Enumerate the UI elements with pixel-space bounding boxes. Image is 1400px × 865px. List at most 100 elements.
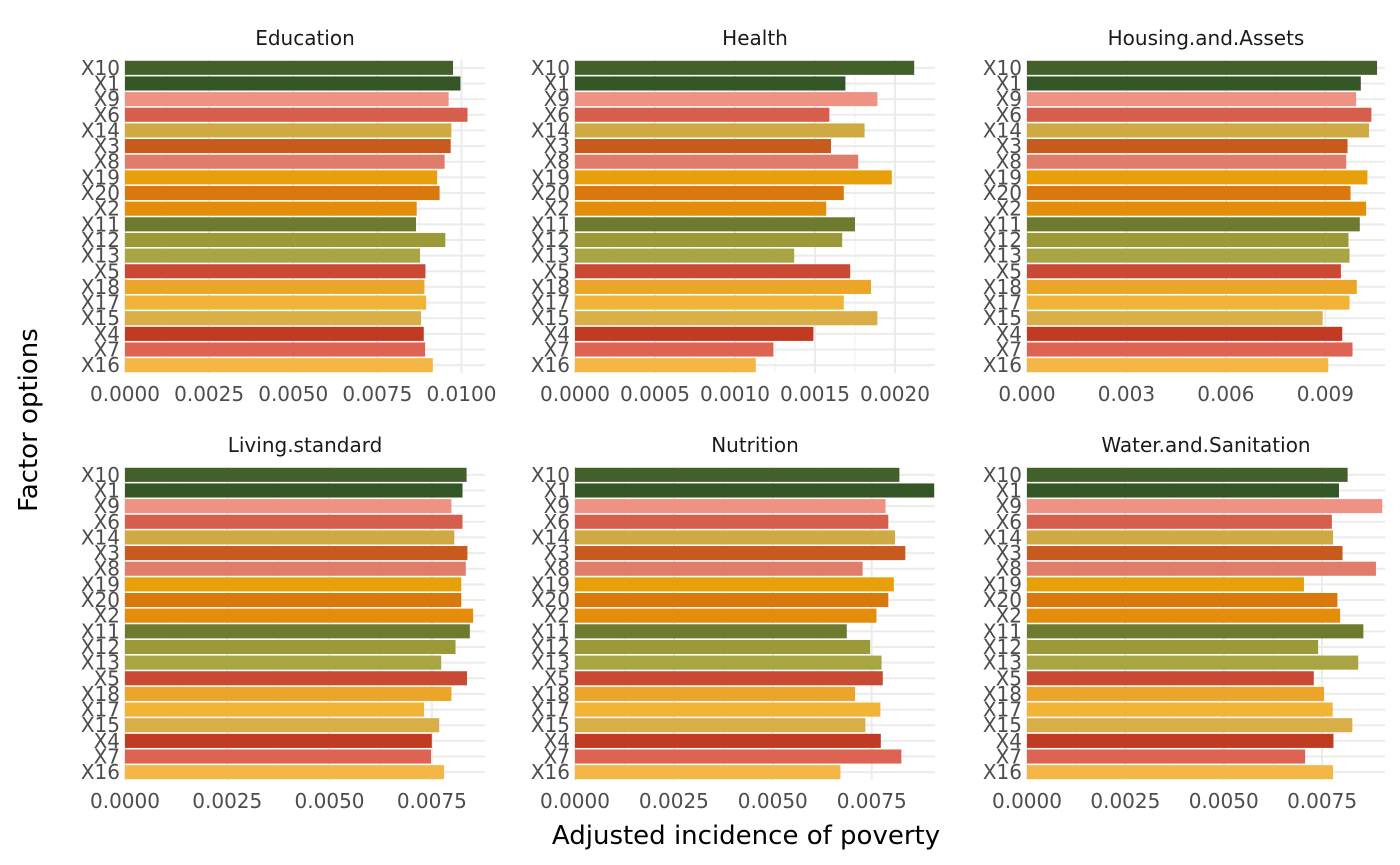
bar-x4 [575,326,814,341]
bar-x1 [125,483,463,498]
bar-x1 [1027,483,1339,498]
bar-x17 [125,295,427,310]
y-tick-label: X6 [94,103,120,127]
y-tick-label: X8 [94,557,120,581]
bar-x19 [125,170,438,185]
bar-x20 [125,185,440,201]
bar-x19 [1027,170,1368,185]
bar-x9 [125,499,452,514]
y-tick-label: X18 [531,275,570,299]
bar-x18 [575,686,856,701]
y-tick-label: X2 [94,197,120,221]
bar-x4 [575,733,881,748]
bar-x7 [1027,749,1306,764]
x-tick-label: 0.003 [1098,382,1155,406]
panel-housing-and-assets: X10X1X9X6X14X3X8X19X20X2X11X12X13X5X18X1… [983,26,1385,406]
y-tick-label: X6 [544,103,570,127]
y-tick-label: X8 [544,150,570,174]
x-tick-label: 0.0015 [780,382,850,406]
y-tick-label: X8 [996,150,1022,174]
bar-x11 [575,624,847,639]
bar-x7 [575,749,902,764]
bar-x17 [1027,295,1350,310]
bar-x3 [1027,139,1348,154]
x-tick-label: 0.0025 [192,789,262,813]
y-tick-label: X4 [544,322,570,346]
panel-education: X10X1X9X6X14X3X8X19X20X2X11X12X13X5X18X1… [81,26,497,406]
bar-x5 [575,671,883,686]
y-tick-label: X19 [531,572,570,596]
y-tick-label: X13 [81,651,120,675]
y-tick-label: X9 [94,87,120,111]
y-tick-label: X15 [81,306,120,330]
y-tick-label: X11 [531,212,570,236]
y-tick-label: X15 [531,306,570,330]
bar-x5 [125,671,467,686]
y-tick-label: X10 [983,56,1022,80]
x-tick-label: 0.0075 [397,789,467,813]
x-tick-label: 0.0050 [1189,789,1259,813]
y-tick-label: X5 [94,259,120,283]
bar-x18 [125,686,452,701]
bar-x6 [125,107,468,122]
y-tick-label: X6 [544,510,570,534]
bar-x4 [125,733,432,748]
bar-x20 [1027,185,1351,201]
y-tick-label: X2 [94,604,120,628]
y-tick-label: X7 [94,338,120,362]
facet-title: Health [722,26,788,50]
y-tick-label: X6 [94,510,120,534]
x-tick-label: 0.0025 [1090,789,1160,813]
y-tick-label: X10 [81,463,120,487]
y-tick-label: X9 [544,87,570,111]
y-tick-label: X4 [94,322,120,346]
y-tick-label: X10 [983,463,1022,487]
facet-title: Education [255,26,355,50]
facet-title: Nutrition [711,433,799,457]
y-tick-label: X5 [544,259,570,283]
y-tick-label: X15 [983,713,1022,737]
bar-x6 [575,514,889,529]
y-tick-label: X7 [94,745,120,769]
bar-x3 [575,139,831,154]
y-tick-label: X4 [996,322,1022,346]
bar-x2 [1027,608,1341,623]
bar-x3 [125,546,468,561]
y-tick-label: X7 [544,338,570,362]
y-tick-label: X9 [996,494,1022,518]
y-tick-label: X7 [996,745,1022,769]
y-tick-label: X1 [94,478,120,502]
bar-x7 [125,342,426,357]
y-tick-label: X18 [983,682,1022,706]
bar-x5 [125,264,426,279]
panel-nutrition: X10X1X9X6X14X3X8X19X20X2X11X12X13X5X18X1… [531,433,935,813]
bar-x9 [1027,499,1383,514]
bar-x18 [575,279,871,294]
y-tick-label: X12 [531,635,570,659]
bar-x2 [125,201,417,216]
bar-x14 [1027,123,1370,138]
bar-x10 [575,60,915,75]
y-tick-label: X10 [531,56,570,80]
y-tick-label: X7 [996,338,1022,362]
bar-x19 [1027,577,1304,592]
y-tick-label: X18 [531,682,570,706]
y-tick-label: X4 [996,729,1022,753]
y-tick-label: X3 [544,134,570,158]
y-tick-label: X19 [531,165,570,189]
y-tick-label: X20 [81,181,120,205]
x-tick-label: 0.0000 [90,789,160,813]
y-tick-label: X17 [81,291,120,315]
y-tick-label: X7 [544,745,570,769]
y-tick-label: X16 [983,353,1022,377]
bar-x9 [575,92,878,107]
y-tick-label: X6 [996,510,1022,534]
y-tick-label: X9 [996,87,1022,111]
bar-x11 [125,217,417,232]
y-tick-label: X1 [996,478,1022,502]
bar-x10 [125,60,454,75]
x-tick-label: 0.009 [1297,382,1354,406]
facet-title: Living.standard [228,433,383,457]
y-tick-label: X18 [81,275,120,299]
bar-x2 [1027,201,1367,216]
